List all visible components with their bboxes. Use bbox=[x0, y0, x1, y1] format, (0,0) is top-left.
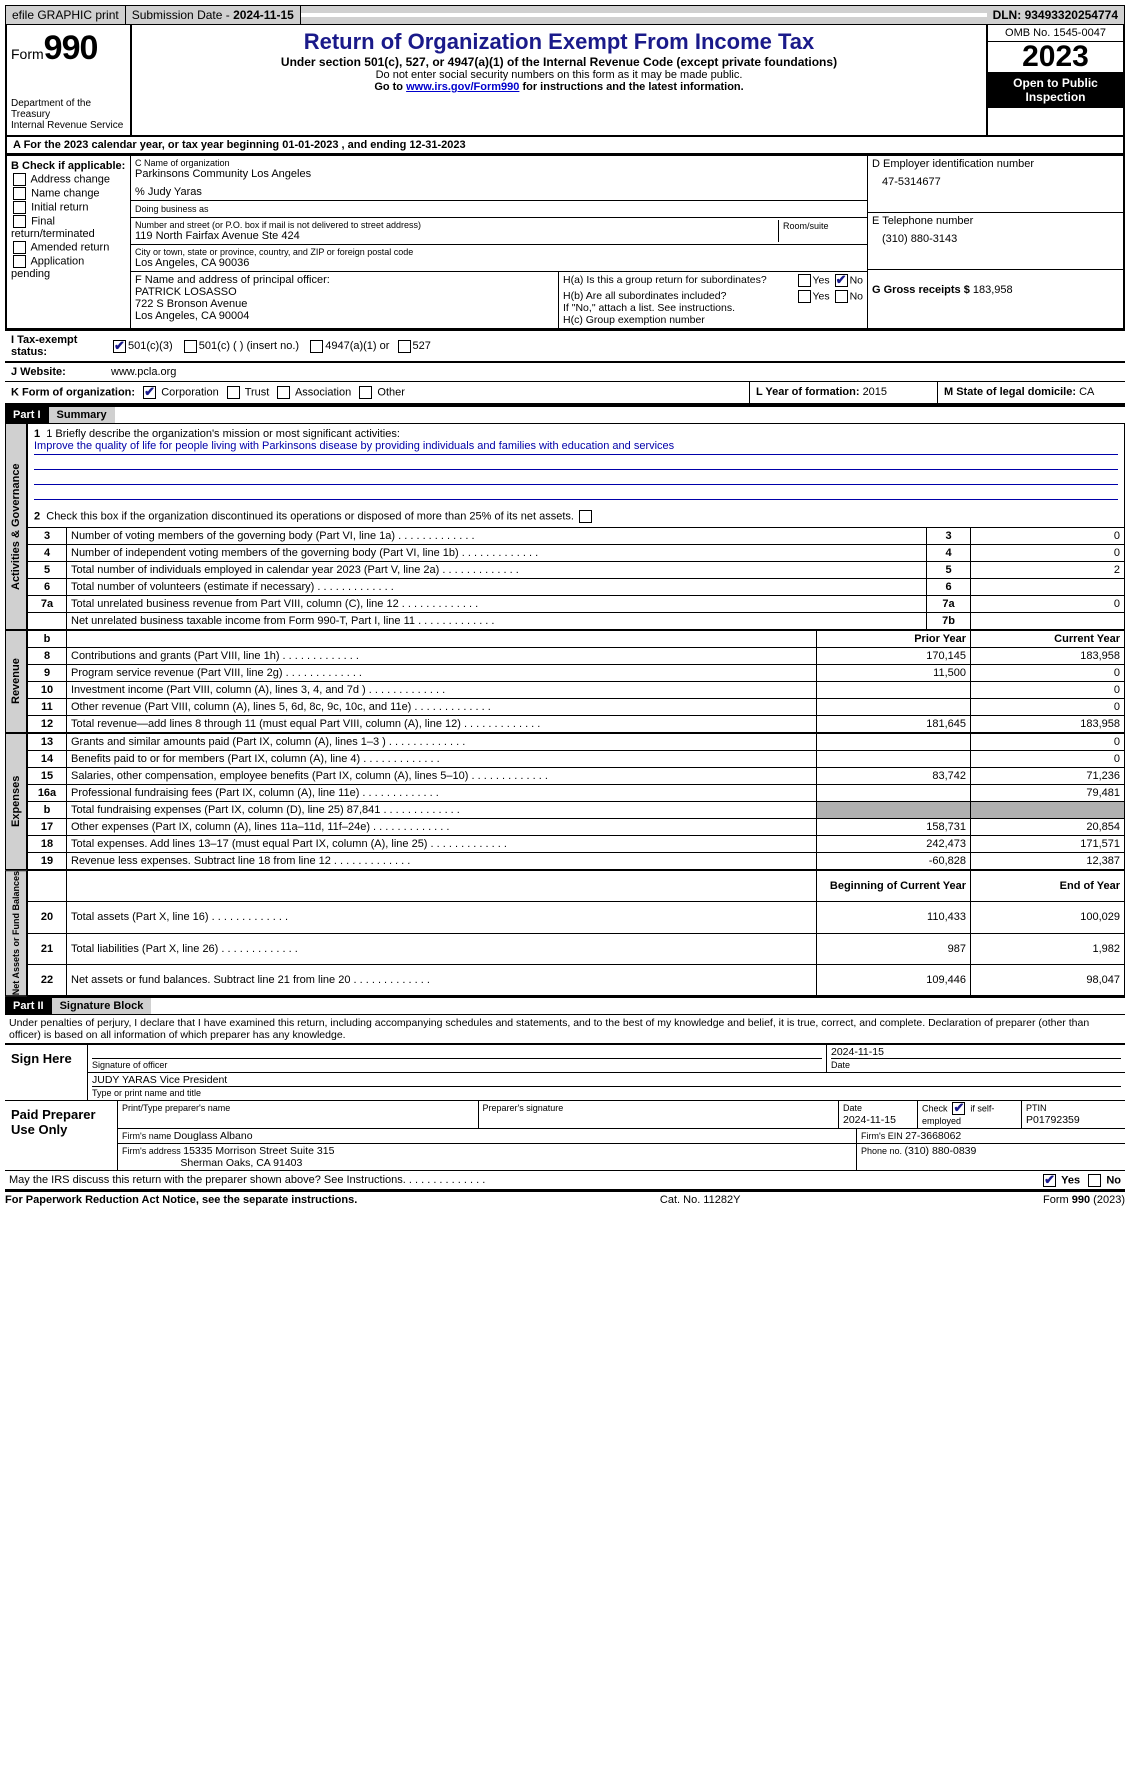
perjury-statement: Under penalties of perjury, I declare th… bbox=[5, 1014, 1125, 1043]
cb-4947[interactable] bbox=[310, 340, 323, 353]
col-b-checkboxes: B Check if applicable: Address change Na… bbox=[7, 156, 131, 328]
cb-discontinued[interactable] bbox=[579, 510, 592, 523]
website-row: J Website: www.pcla.org bbox=[5, 362, 1125, 382]
cb-hb-no[interactable] bbox=[835, 290, 848, 303]
cb-initial-return[interactable] bbox=[13, 201, 26, 214]
form-title: Return of Organization Exempt From Incom… bbox=[136, 29, 982, 55]
line-a: A For the 2023 calendar year, or tax yea… bbox=[5, 137, 1125, 155]
governance-table: 3Number of voting members of the governi… bbox=[27, 527, 1125, 630]
cb-501c3[interactable] bbox=[113, 340, 126, 353]
form-header: Form990 Department of the Treasury Inter… bbox=[5, 25, 1125, 137]
cb-amended[interactable] bbox=[13, 241, 26, 254]
website: www.pcla.org bbox=[111, 366, 176, 378]
irs-link[interactable]: www.irs.gov/Form990 bbox=[406, 81, 519, 93]
org-name: Parkinsons Community Los Angeles bbox=[135, 168, 863, 180]
mission-text: Improve the quality of life for people l… bbox=[34, 440, 1118, 455]
cb-final-return[interactable] bbox=[13, 215, 26, 228]
entity-section: B Check if applicable: Address change Na… bbox=[5, 155, 1125, 330]
submission-date: Submission Date - 2024-11-15 bbox=[126, 6, 301, 24]
cb-other[interactable] bbox=[359, 386, 372, 399]
ein: 47-5314677 bbox=[872, 176, 1119, 188]
firm-name: Douglass Albano bbox=[174, 1130, 253, 1142]
cb-ha-yes[interactable] bbox=[798, 274, 811, 287]
governance-section: Activities & Governance 1 1 Briefly desc… bbox=[5, 423, 1125, 630]
top-bar: efile GRAPHIC print Submission Date - 20… bbox=[5, 5, 1125, 25]
part-i-header: Part ISummary bbox=[5, 405, 1125, 423]
org-address: 119 North Fairfax Avenue Ste 424 bbox=[135, 230, 778, 242]
open-public: Open to Public Inspection bbox=[988, 72, 1123, 108]
revenue-section: Revenue bPrior YearCurrent Year8Contribu… bbox=[5, 630, 1125, 733]
expenses-section: Expenses 13Grants and similar amounts pa… bbox=[5, 733, 1125, 870]
cb-discuss-no[interactable] bbox=[1088, 1174, 1101, 1187]
cb-trust[interactable] bbox=[227, 386, 240, 399]
cb-discuss-yes[interactable] bbox=[1043, 1174, 1056, 1187]
efile-label: efile GRAPHIC print bbox=[6, 6, 126, 24]
cb-self-employed[interactable] bbox=[952, 1102, 965, 1115]
gross-receipts: 183,958 bbox=[973, 284, 1013, 296]
cb-corp[interactable] bbox=[143, 386, 156, 399]
tax-exempt-row: I Tax-exempt status: 501(c)(3) 501(c) ( … bbox=[5, 330, 1125, 362]
cb-hb-yes[interactable] bbox=[798, 290, 811, 303]
cb-name-change[interactable] bbox=[13, 187, 26, 200]
cb-ha-no[interactable] bbox=[835, 274, 848, 287]
discuss-row: May the IRS discuss this return with the… bbox=[5, 1171, 1125, 1191]
tax-year: 2023 bbox=[988, 42, 1123, 72]
net-assets-section: Net Assets or Fund Balances Beginning of… bbox=[5, 870, 1125, 996]
dln: DLN: 93493320254774 bbox=[987, 6, 1124, 24]
cb-527[interactable] bbox=[398, 340, 411, 353]
page-footer: For Paperwork Reduction Act Notice, see … bbox=[5, 1191, 1125, 1206]
cb-app-pending[interactable] bbox=[13, 255, 26, 268]
officer-signature-name: JUDY YARAS Vice President bbox=[92, 1074, 1121, 1087]
cb-address-change[interactable] bbox=[13, 173, 26, 186]
cb-501c[interactable] bbox=[184, 340, 197, 353]
paid-preparer-block: Paid Preparer Use Only Print/Type prepar… bbox=[5, 1101, 1125, 1171]
phone: (310) 880-3143 bbox=[872, 233, 1119, 245]
sign-here-block: Sign Here Signature of officer 2024-11-1… bbox=[5, 1043, 1125, 1171]
dept-treasury: Department of the Treasury Internal Reve… bbox=[11, 98, 126, 131]
cb-assoc[interactable] bbox=[277, 386, 290, 399]
part-ii-header: Part IISignature Block bbox=[5, 996, 1125, 1014]
officer-name: PATRICK LOSASSO bbox=[135, 286, 554, 298]
